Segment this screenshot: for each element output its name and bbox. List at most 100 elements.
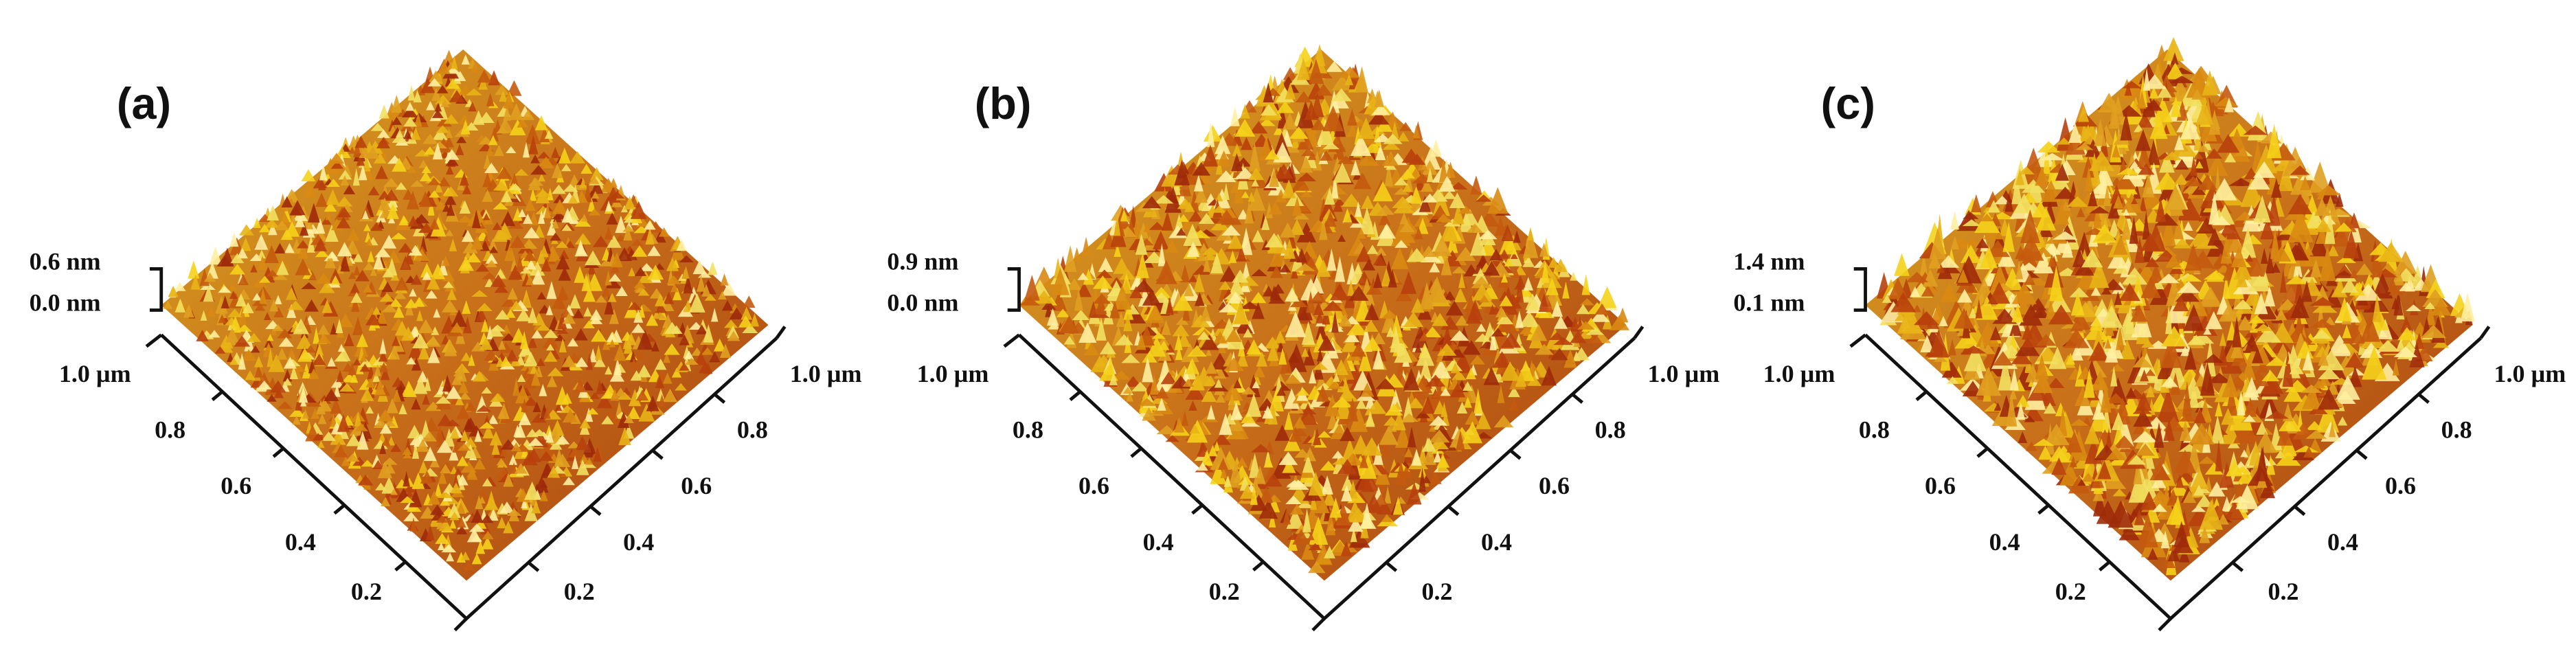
surface-peak [554,448,564,466]
surface-peak [2158,273,2180,284]
surface-peak [2153,97,2173,123]
surface-peak [445,385,462,399]
surface-peak [464,444,477,459]
surface-peak [2140,369,2149,382]
surface-peak [481,234,491,246]
surface-peak [602,339,611,350]
surface-peak [1394,177,1408,185]
surface-peak [2146,385,2155,398]
surface-peak [330,431,346,445]
surface-peak [1366,400,1387,414]
surface-peak [1963,212,1979,219]
surface-peak [2315,346,2329,358]
surface-peak [432,142,448,149]
surface-peak [1213,331,1227,343]
surface-peak [1963,343,1987,372]
surface-peak [2048,236,2057,258]
surface-peak [2161,326,2187,347]
surface-peak [1109,301,1120,319]
surface-peak [1492,351,1513,368]
surface-peak [588,208,601,216]
surface-peak [1161,320,1171,335]
surface-peak [1421,160,1438,175]
surface-peak [506,349,519,362]
surface-peak [476,302,493,311]
surface-peak [2171,138,2197,157]
surface-peak [2149,461,2171,481]
surface-peak [471,290,488,297]
surface-peak [2309,297,2336,306]
surface-peak [509,235,526,248]
surface-peak [639,263,655,271]
panel-label: (b) [975,78,1032,128]
right-axis-label: 0.2 [1422,578,1453,605]
surface-peak [301,282,317,289]
surface-peak [2052,231,2078,240]
surface-peak [468,354,475,366]
surface-peak [1400,169,1416,179]
surface-peak [1059,315,1079,334]
surface-peak [530,371,541,386]
surface-peak [1234,410,1243,418]
surface-peak [546,343,555,351]
right-axis-label: 0.4 [2327,528,2358,556]
surface-peak [550,147,560,159]
surface-peak [1247,191,1255,202]
surface-peak [316,398,332,411]
surface-peak [1366,281,1383,295]
surface-peak [629,358,640,370]
surface-peak [1113,370,1130,380]
surface-peak [1390,247,1409,269]
surface-peak [1074,288,1083,311]
surface-peak [387,215,396,224]
surface-peak [270,380,286,393]
surface-peak [696,324,708,335]
surface-peak [1563,349,1577,368]
surface-peak [2241,358,2257,381]
surface-peak [1142,351,1157,363]
surface-peak [2094,118,2107,146]
surface-peak [221,295,229,308]
surface-peak [1346,109,1357,126]
surface-peak [2105,341,2119,363]
surface-peak [1399,221,1415,232]
surface-peak [2237,390,2246,416]
surface-peak [1334,256,1346,282]
surface-peak [1386,326,1395,337]
surface-peak [427,177,441,185]
surface-peak [2236,177,2245,186]
surface-peak [545,305,554,315]
surface-peak [1397,131,1410,142]
left-axis-label: 1.0 µm [917,360,989,387]
surface-peak [2252,347,2263,363]
surface-peak [1175,345,1183,361]
surface-peak [2040,180,2061,202]
surface-peak [729,306,745,320]
surface-peak [336,370,344,383]
surface-peak [2088,188,2098,207]
surface-peak [503,91,515,109]
surface-peak [503,473,514,487]
surface-peak [1119,269,1136,280]
surface-peak [1392,411,1406,431]
surface-peak [2316,400,2340,433]
surface-peak [1116,311,1127,327]
surface-peak [490,274,506,287]
surface-peak [278,337,294,347]
surface-peak [1258,118,1276,126]
surface-peak [2048,346,2067,370]
surface-peak [2108,199,2120,218]
surface-peak [1458,205,1473,214]
surface-peak [381,234,397,249]
surface-peak [510,300,523,310]
surface-peak [1384,403,1403,416]
surface-peak [1364,337,1382,351]
surface-peak [297,244,309,259]
surface-peak [2084,425,2100,444]
surface-peak [1056,308,1070,317]
surface-peak [441,544,457,553]
surface-peak [343,184,356,194]
surface-peak [2016,394,2030,407]
surface-peak [287,300,304,310]
surface-peak [2132,431,2158,443]
